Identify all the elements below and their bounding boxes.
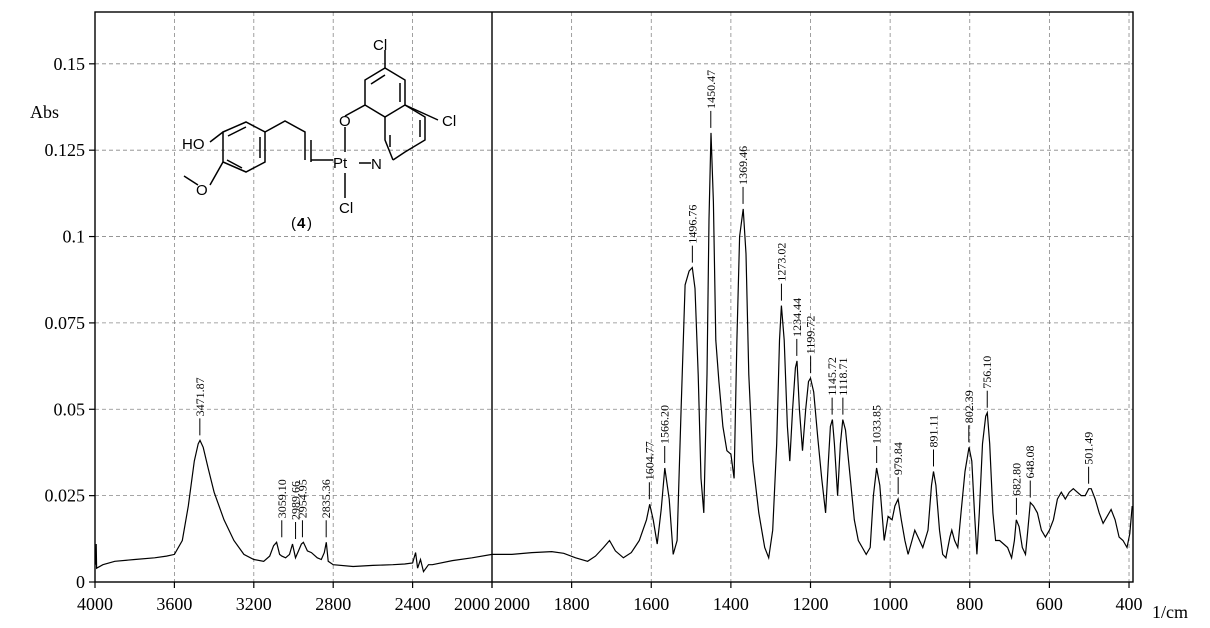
peak-label: 3471.87	[193, 377, 207, 416]
x-tick-label: 2800	[315, 594, 351, 614]
x-tick-label: 800	[956, 594, 983, 614]
label-ho: HO	[182, 136, 205, 153]
label-compound-close: )	[307, 215, 312, 232]
peak-label: 756.10	[980, 356, 994, 389]
quinoline-phenol-ring	[344, 67, 406, 118]
x-tick-label: 2400	[395, 594, 431, 614]
peak-label: 1450.47	[704, 70, 718, 109]
peak-label: 2835.36	[319, 479, 333, 518]
label-cl-right: Cl	[442, 113, 456, 130]
label-cl-pt: Cl	[339, 200, 353, 217]
x-tick-label: 4000	[77, 594, 113, 614]
axes: 4000 3600 3200 2800 2400 2000 2000 1800 1600 1400…	[45, 54, 1143, 614]
methoxy-bond	[183, 161, 224, 186]
x-axis-unit: 1/cm	[1152, 602, 1188, 622]
peak-label: 1369.46	[736, 146, 750, 185]
y-tick-label: 0.1	[63, 227, 86, 247]
chemical-structure	[183, 50, 439, 198]
compound-number: 4	[297, 215, 306, 232]
x-tick-label: 400	[1116, 594, 1143, 614]
peak-label: 501.49	[1082, 432, 1096, 465]
peak-label: 802.39	[962, 390, 976, 423]
quinoline-double-bonds	[370, 74, 421, 147]
peak-label: 3059.10	[275, 479, 289, 518]
quinoline-pyridine-ring	[384, 104, 426, 161]
y-axis-label: Abs	[30, 102, 59, 122]
peak-label: 1496.76	[685, 205, 699, 244]
cl-bonds	[384, 50, 439, 121]
peak-label: 1118.71	[836, 358, 850, 396]
x-tick-label: 3600	[156, 594, 192, 614]
plot-frame	[94, 11, 1134, 583]
x-tick-label: 1200	[793, 594, 829, 614]
x-tick-label: 1800	[554, 594, 590, 614]
x-tick-label: 1400	[713, 594, 749, 614]
structure-labels: HO O O Pt N Cl Cl Cl ( 4 )	[182, 37, 456, 232]
y-tick-label: 0.125	[45, 140, 86, 160]
peak-label: 1566.20	[658, 405, 672, 444]
label-o-pt: O	[339, 113, 351, 130]
peak-label: 2954.95	[295, 479, 309, 518]
hydroxyl-bond	[209, 131, 224, 143]
label-pt: Pt	[333, 155, 348, 172]
peak-label: 648.08	[1023, 446, 1037, 479]
label-o-methoxy: O	[196, 182, 208, 199]
y-tick-label: 0	[76, 572, 85, 592]
peak-label: 891.11	[926, 415, 940, 448]
label-compound-open: (	[291, 215, 296, 232]
allyl-chain	[264, 120, 312, 162]
peak-label: 1273.02	[774, 243, 788, 282]
peak-label: 1145.72	[825, 357, 839, 396]
benzene-ring-double-bonds	[226, 126, 261, 169]
x-tick-label: 2000	[494, 594, 530, 614]
y-tick-label: 0.15	[54, 54, 86, 74]
peak-label: 1199.72	[804, 316, 818, 355]
peak-label: 979.84	[891, 442, 905, 475]
y-tick-label: 0.075	[45, 313, 86, 333]
y-tick-label: 0.05	[54, 399, 86, 419]
benzene-ring	[222, 121, 266, 173]
x-tick-label: 1600	[633, 594, 669, 614]
label-n: N	[371, 156, 382, 173]
x-tick-label: 600	[1036, 594, 1063, 614]
x-tick-label: 2000	[454, 594, 490, 614]
peak-label: 1234.44	[790, 298, 804, 337]
peak-label: 2989.66	[289, 481, 303, 520]
x-tick-label: 1000	[872, 594, 908, 614]
peak-label: 682.80	[1009, 463, 1023, 496]
grid	[95, 12, 1133, 582]
peak-label: 1604.77	[642, 441, 656, 480]
peak-label: 1033.85	[870, 405, 884, 444]
y-tick-label: 0.025	[45, 486, 86, 506]
label-cl-top: Cl	[373, 37, 387, 54]
spectrum-line	[95, 132, 1133, 573]
x-tick-label: 3200	[236, 594, 272, 614]
